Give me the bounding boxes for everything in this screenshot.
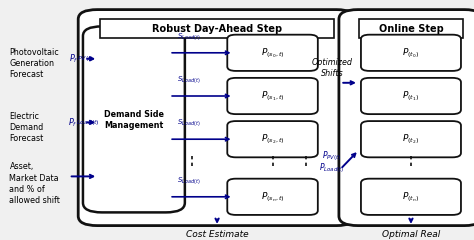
Text: $PV(t)$: $PV(t)$ bbox=[77, 54, 94, 63]
FancyBboxPatch shape bbox=[359, 19, 463, 38]
Text: Demand Side
Management: Demand Side Management bbox=[104, 110, 164, 130]
Text: Asset,
Market Data
and % of
allowed shift: Asset, Market Data and % of allowed shif… bbox=[9, 162, 60, 205]
FancyBboxPatch shape bbox=[83, 26, 185, 212]
Text: $P_{(t_n)}$: $P_{(t_n)}$ bbox=[402, 190, 419, 204]
Text: $P_{PV(t)}$: $P_{PV(t)}$ bbox=[322, 149, 341, 163]
Text: $P_{(t_1)}$: $P_{(t_1)}$ bbox=[402, 89, 419, 103]
FancyBboxPatch shape bbox=[227, 179, 318, 215]
Text: $P_{(s_2,t)}$: $P_{(s_2,t)}$ bbox=[261, 132, 284, 146]
Text: $P_{(s_1,t)}$: $P_{(s_1,t)}$ bbox=[261, 89, 284, 103]
Text: Robust Day-Ahead Step: Robust Day-Ahead Step bbox=[152, 24, 282, 34]
Text: $S_{Load(t)}$: $S_{Load(t)}$ bbox=[177, 175, 201, 186]
Text: $P_{(s_n,t)}$: $P_{(s_n,t)}$ bbox=[261, 190, 284, 204]
Text: Cost Estimate: Cost Estimate bbox=[186, 230, 248, 239]
Text: Online Step: Online Step bbox=[379, 24, 443, 34]
FancyBboxPatch shape bbox=[227, 121, 318, 157]
Text: $P_{(s_0,t)}$: $P_{(s_0,t)}$ bbox=[261, 46, 284, 60]
Text: $P_f$: $P_f$ bbox=[68, 116, 77, 129]
FancyBboxPatch shape bbox=[361, 121, 461, 157]
Text: $P_f$: $P_f$ bbox=[69, 53, 78, 65]
Text: $S_{Load(t)}$: $S_{Load(t)}$ bbox=[177, 31, 201, 42]
Text: $S_{Load(t)}$: $S_{Load(t)}$ bbox=[177, 74, 201, 85]
Text: Photovoltaic
Generation
Forecast: Photovoltaic Generation Forecast bbox=[9, 48, 59, 79]
FancyBboxPatch shape bbox=[227, 35, 318, 71]
Text: $P_{Load(t)}$: $P_{Load(t)}$ bbox=[319, 161, 345, 175]
Text: $Load(t)$: $Load(t)$ bbox=[76, 118, 100, 127]
Text: $S_{Load(t)}$: $S_{Load(t)}$ bbox=[177, 118, 201, 128]
FancyBboxPatch shape bbox=[339, 10, 474, 226]
Text: Electric
Demand
Forecast: Electric Demand Forecast bbox=[9, 112, 44, 143]
Text: $P_{(t_2)}$: $P_{(t_2)}$ bbox=[402, 132, 419, 146]
FancyBboxPatch shape bbox=[227, 78, 318, 114]
FancyBboxPatch shape bbox=[361, 179, 461, 215]
FancyBboxPatch shape bbox=[361, 35, 461, 71]
Text: $P_{(t_0)}$: $P_{(t_0)}$ bbox=[402, 46, 419, 60]
Text: Optimal Real
Cost: Optimal Real Cost bbox=[382, 230, 440, 240]
FancyBboxPatch shape bbox=[100, 19, 334, 38]
FancyBboxPatch shape bbox=[78, 10, 356, 226]
Text: Optimized
Shifts: Optimized Shifts bbox=[311, 58, 352, 78]
FancyBboxPatch shape bbox=[361, 78, 461, 114]
